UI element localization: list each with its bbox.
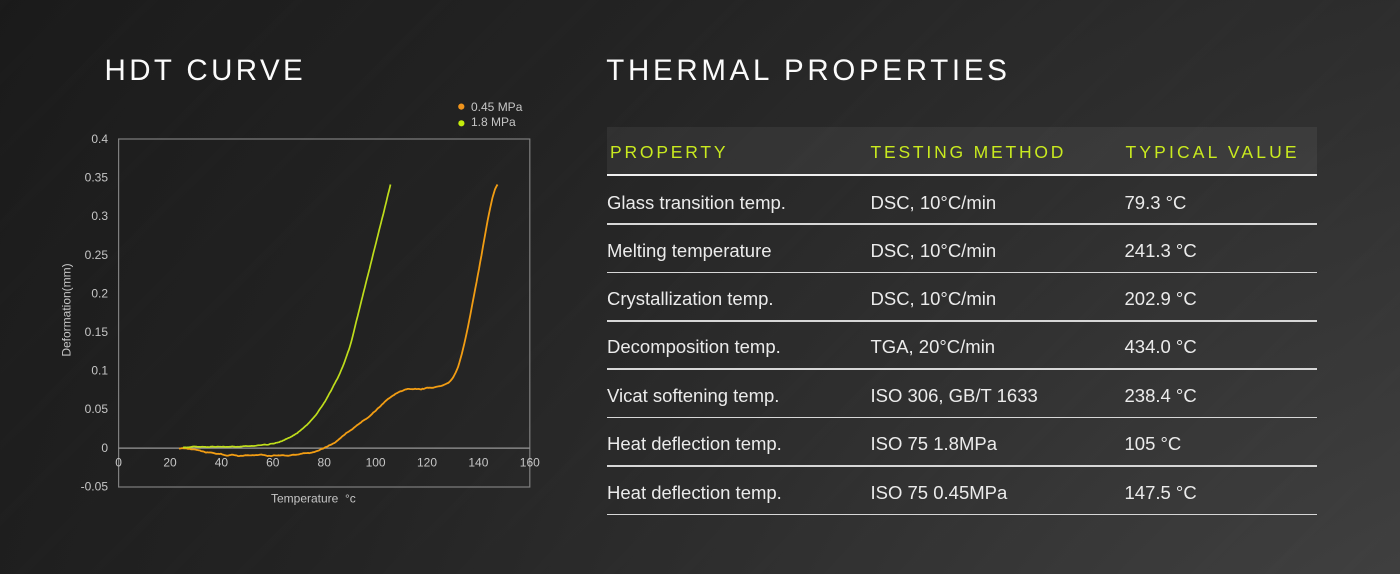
svg-text:0.4: 0.4 bbox=[91, 132, 108, 146]
svg-text:0.35: 0.35 bbox=[85, 171, 109, 185]
svg-text:160: 160 bbox=[520, 456, 540, 470]
svg-text:0.45 MPa: 0.45 MPa bbox=[471, 100, 523, 114]
svg-text:0.2: 0.2 bbox=[91, 286, 108, 300]
svg-text:-0.05: -0.05 bbox=[81, 479, 109, 493]
svg-text:Deformation(mm): Deformation(mm) bbox=[60, 263, 74, 356]
svg-text:40: 40 bbox=[215, 456, 229, 470]
svg-text:0.3: 0.3 bbox=[91, 209, 108, 223]
svg-text:Temperature °c: Temperature °c bbox=[271, 491, 356, 505]
svg-text:0: 0 bbox=[101, 441, 108, 455]
svg-text:20: 20 bbox=[163, 456, 177, 470]
svg-text:0: 0 bbox=[115, 456, 122, 470]
svg-text:0.05: 0.05 bbox=[85, 402, 109, 416]
svg-text:60: 60 bbox=[266, 456, 280, 470]
svg-text:1.8 MPa: 1.8 MPa bbox=[471, 115, 516, 129]
svg-text:100: 100 bbox=[366, 456, 386, 470]
svg-text:0.25: 0.25 bbox=[85, 248, 109, 262]
svg-text:0.15: 0.15 bbox=[85, 325, 109, 339]
svg-text:80: 80 bbox=[318, 456, 332, 470]
svg-text:0.1: 0.1 bbox=[91, 364, 108, 378]
svg-text:140: 140 bbox=[468, 456, 488, 470]
svg-text:120: 120 bbox=[417, 456, 437, 470]
